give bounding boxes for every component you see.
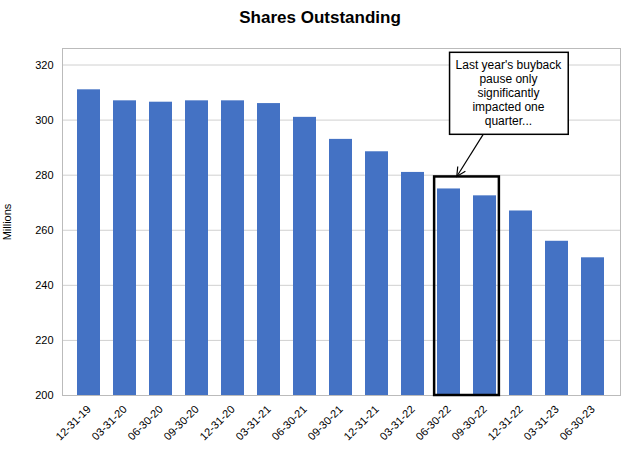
svg-text:Millions: Millions — [1, 203, 13, 240]
svg-text:Last year's buybackpause onlys: Last year's buybackpause onlysignificant… — [456, 58, 563, 128]
html-text:Shares Outstanding: Shares Outstanding — [239, 8, 401, 27]
svg-text:260: 260 — [35, 224, 53, 236]
svg-text:06-30-23: 06-30-23 — [557, 403, 597, 443]
svg-text:280: 280 — [35, 169, 53, 181]
svg-text:12-31-20: 12-31-20 — [197, 403, 237, 443]
svg-text:06-30-22: 06-30-22 — [413, 403, 453, 443]
svg-text:06-30-21: 06-30-21 — [269, 403, 309, 443]
svg-text:09-30-21: 09-30-21 — [305, 403, 345, 443]
svg-text:03-31-22: 03-31-22 — [377, 403, 417, 443]
svg-text:03-31-20: 03-31-20 — [89, 403, 129, 443]
svg-text:200: 200 — [35, 389, 53, 401]
svg-text:320: 320 — [35, 59, 53, 71]
svg-text:12-31-22: 12-31-22 — [485, 403, 525, 443]
svg-text:12-31-21: 12-31-21 — [341, 403, 381, 443]
svg-text:300: 300 — [35, 114, 53, 126]
svg-text:09-30-22: 09-30-22 — [449, 403, 489, 443]
svg-text:03-31-23: 03-31-23 — [521, 403, 561, 443]
svg-text:220: 220 — [35, 334, 53, 346]
svg-text:06-30-20: 06-30-20 — [125, 403, 165, 443]
svg-text:03-31-21: 03-31-21 — [233, 403, 273, 443]
svg-text:09-30-20: 09-30-20 — [161, 403, 201, 443]
svg-text:12-31-19: 12-31-19 — [53, 403, 93, 443]
svg-text:240: 240 — [35, 279, 53, 291]
